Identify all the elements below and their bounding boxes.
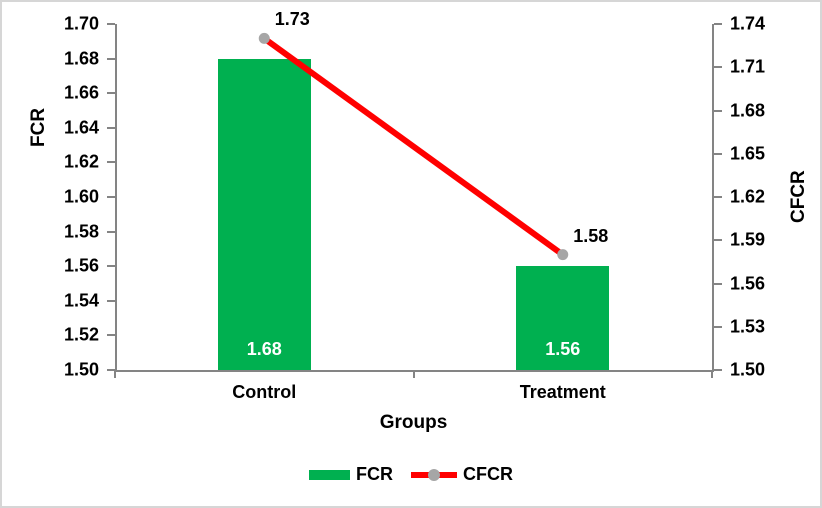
left-tick-label: 1.52 [63,324,99,345]
category-label-treatment: Treatment [519,382,606,402]
right-tick-label: 1.65 [730,143,766,164]
left-tick-mark [107,334,115,337]
right-tick-label: 1.68 [730,100,766,120]
left-tick-mark [107,57,115,60]
bar-value-label: 1.68 [246,339,282,359]
fcr-bar-swatch-icon [309,469,350,480]
cfcr-line-marker-swatch-icon [411,468,457,481]
left-tick-label: 1.70 [63,13,99,34]
left-tick-label: 1.66 [63,82,99,103]
left-tick-label: 1.54 [63,290,99,311]
legend-label-fcr: FCR [356,464,393,484]
right-tick-mark [714,23,722,25]
left-tick-mark [107,369,115,371]
legend-item-cfcr: CFCR [411,464,513,485]
bottom-tick-mark [711,370,713,378]
right-tick-label: 1.71 [730,56,766,77]
left-tick-mark [107,299,115,302]
right-tick-mark [714,152,722,155]
left-tick-mark [107,23,115,25]
right-tick-label: 1.59 [730,229,766,250]
bottom-tick-mark [114,370,116,378]
right-tick-mark [714,66,722,69]
right-tick-mark [714,282,722,285]
bar-control [217,58,311,370]
right-tick-mark [714,196,722,198]
point-value-label: 1.58 [573,225,609,246]
left-tick-label: 1.64 [63,117,99,138]
line-point-marker [258,32,270,44]
cfcr-line [262,35,565,258]
left-tick-label: 1.68 [63,48,99,69]
left-tick-label: 1.62 [63,151,99,172]
point-value-label: 1.73 [274,9,310,30]
right-tick-label: 1.62 [730,186,766,207]
right-tick-label: 1.74 [730,13,766,34]
legend-label-cfcr: CFCR [463,464,513,484]
right-tick-mark [714,369,722,371]
left-axis-line [115,24,117,370]
right-tick-mark [714,109,722,112]
left-tick-mark [107,230,115,233]
right-tick-label: 1.56 [730,273,766,293]
right-tick-mark [714,239,722,242]
left-tick-mark [107,265,115,268]
bottom-axis-line [115,370,714,372]
left-tick-mark [107,126,115,129]
bar-value-label: 1.56 [545,339,581,359]
left-tick-label: 1.56 [63,255,99,276]
x-axis-title: Groups [379,412,448,433]
right-axis-line [712,24,714,370]
right-tick-label: 1.53 [730,316,766,337]
left-tick-label: 1.58 [63,221,99,242]
legend-item-fcr: FCR [309,464,393,485]
bar-treatment [516,266,610,370]
left-tick-label: 1.60 [63,186,99,207]
right-tick-label: 1.50 [730,359,766,380]
legend: FCR CFCR [2,464,820,485]
bottom-tick-mark [412,370,415,378]
left-tick-label: 1.50 [63,359,99,380]
left-tick-mark [107,161,115,164]
left-tick-mark [107,92,115,95]
left-tick-mark [107,196,115,198]
right-tick-mark [714,325,722,328]
category-label-control: Control [232,382,297,402]
line-point-marker [557,249,569,261]
